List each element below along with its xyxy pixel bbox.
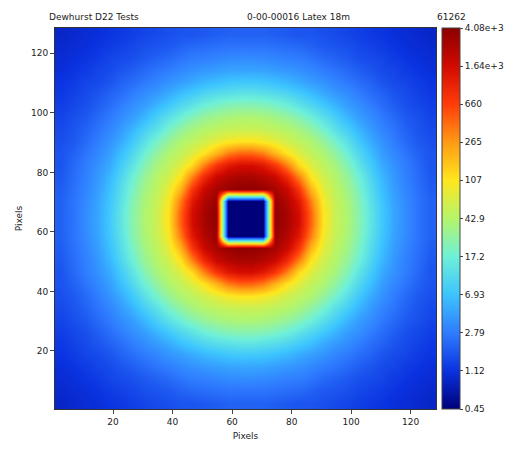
svg-text:17.2: 17.2 xyxy=(465,252,485,262)
svg-text:61262: 61262 xyxy=(437,12,466,22)
svg-text:0-00-00016 Latex 18m: 0-00-00016 Latex 18m xyxy=(247,12,350,22)
svg-text:60: 60 xyxy=(226,417,238,427)
svg-text:20: 20 xyxy=(107,417,119,427)
svg-text:0.45: 0.45 xyxy=(465,404,485,414)
svg-text:100: 100 xyxy=(31,108,48,118)
svg-text:4.08e+3: 4.08e+3 xyxy=(465,23,504,33)
svg-text:6.93: 6.93 xyxy=(465,290,485,300)
svg-text:120: 120 xyxy=(31,48,48,58)
svg-text:2.79: 2.79 xyxy=(465,328,485,338)
svg-text:Pixels: Pixels xyxy=(14,205,24,231)
svg-text:Dewhurst D22 Tests: Dewhurst D22 Tests xyxy=(49,12,139,22)
svg-text:40: 40 xyxy=(167,417,179,427)
svg-text:100: 100 xyxy=(343,417,360,427)
svg-text:120: 120 xyxy=(402,417,419,427)
svg-text:107: 107 xyxy=(465,175,482,185)
svg-text:60: 60 xyxy=(37,227,49,237)
svg-text:Pixels: Pixels xyxy=(233,431,259,441)
svg-text:660: 660 xyxy=(465,99,482,109)
svg-text:1.12: 1.12 xyxy=(465,366,485,376)
svg-text:1.64e+3: 1.64e+3 xyxy=(465,61,504,71)
svg-text:20: 20 xyxy=(37,346,49,356)
svg-text:265: 265 xyxy=(465,137,482,147)
svg-text:42.9: 42.9 xyxy=(465,214,485,224)
svg-text:40: 40 xyxy=(37,287,49,297)
svg-text:80: 80 xyxy=(37,168,49,178)
svg-text:80: 80 xyxy=(286,417,298,427)
